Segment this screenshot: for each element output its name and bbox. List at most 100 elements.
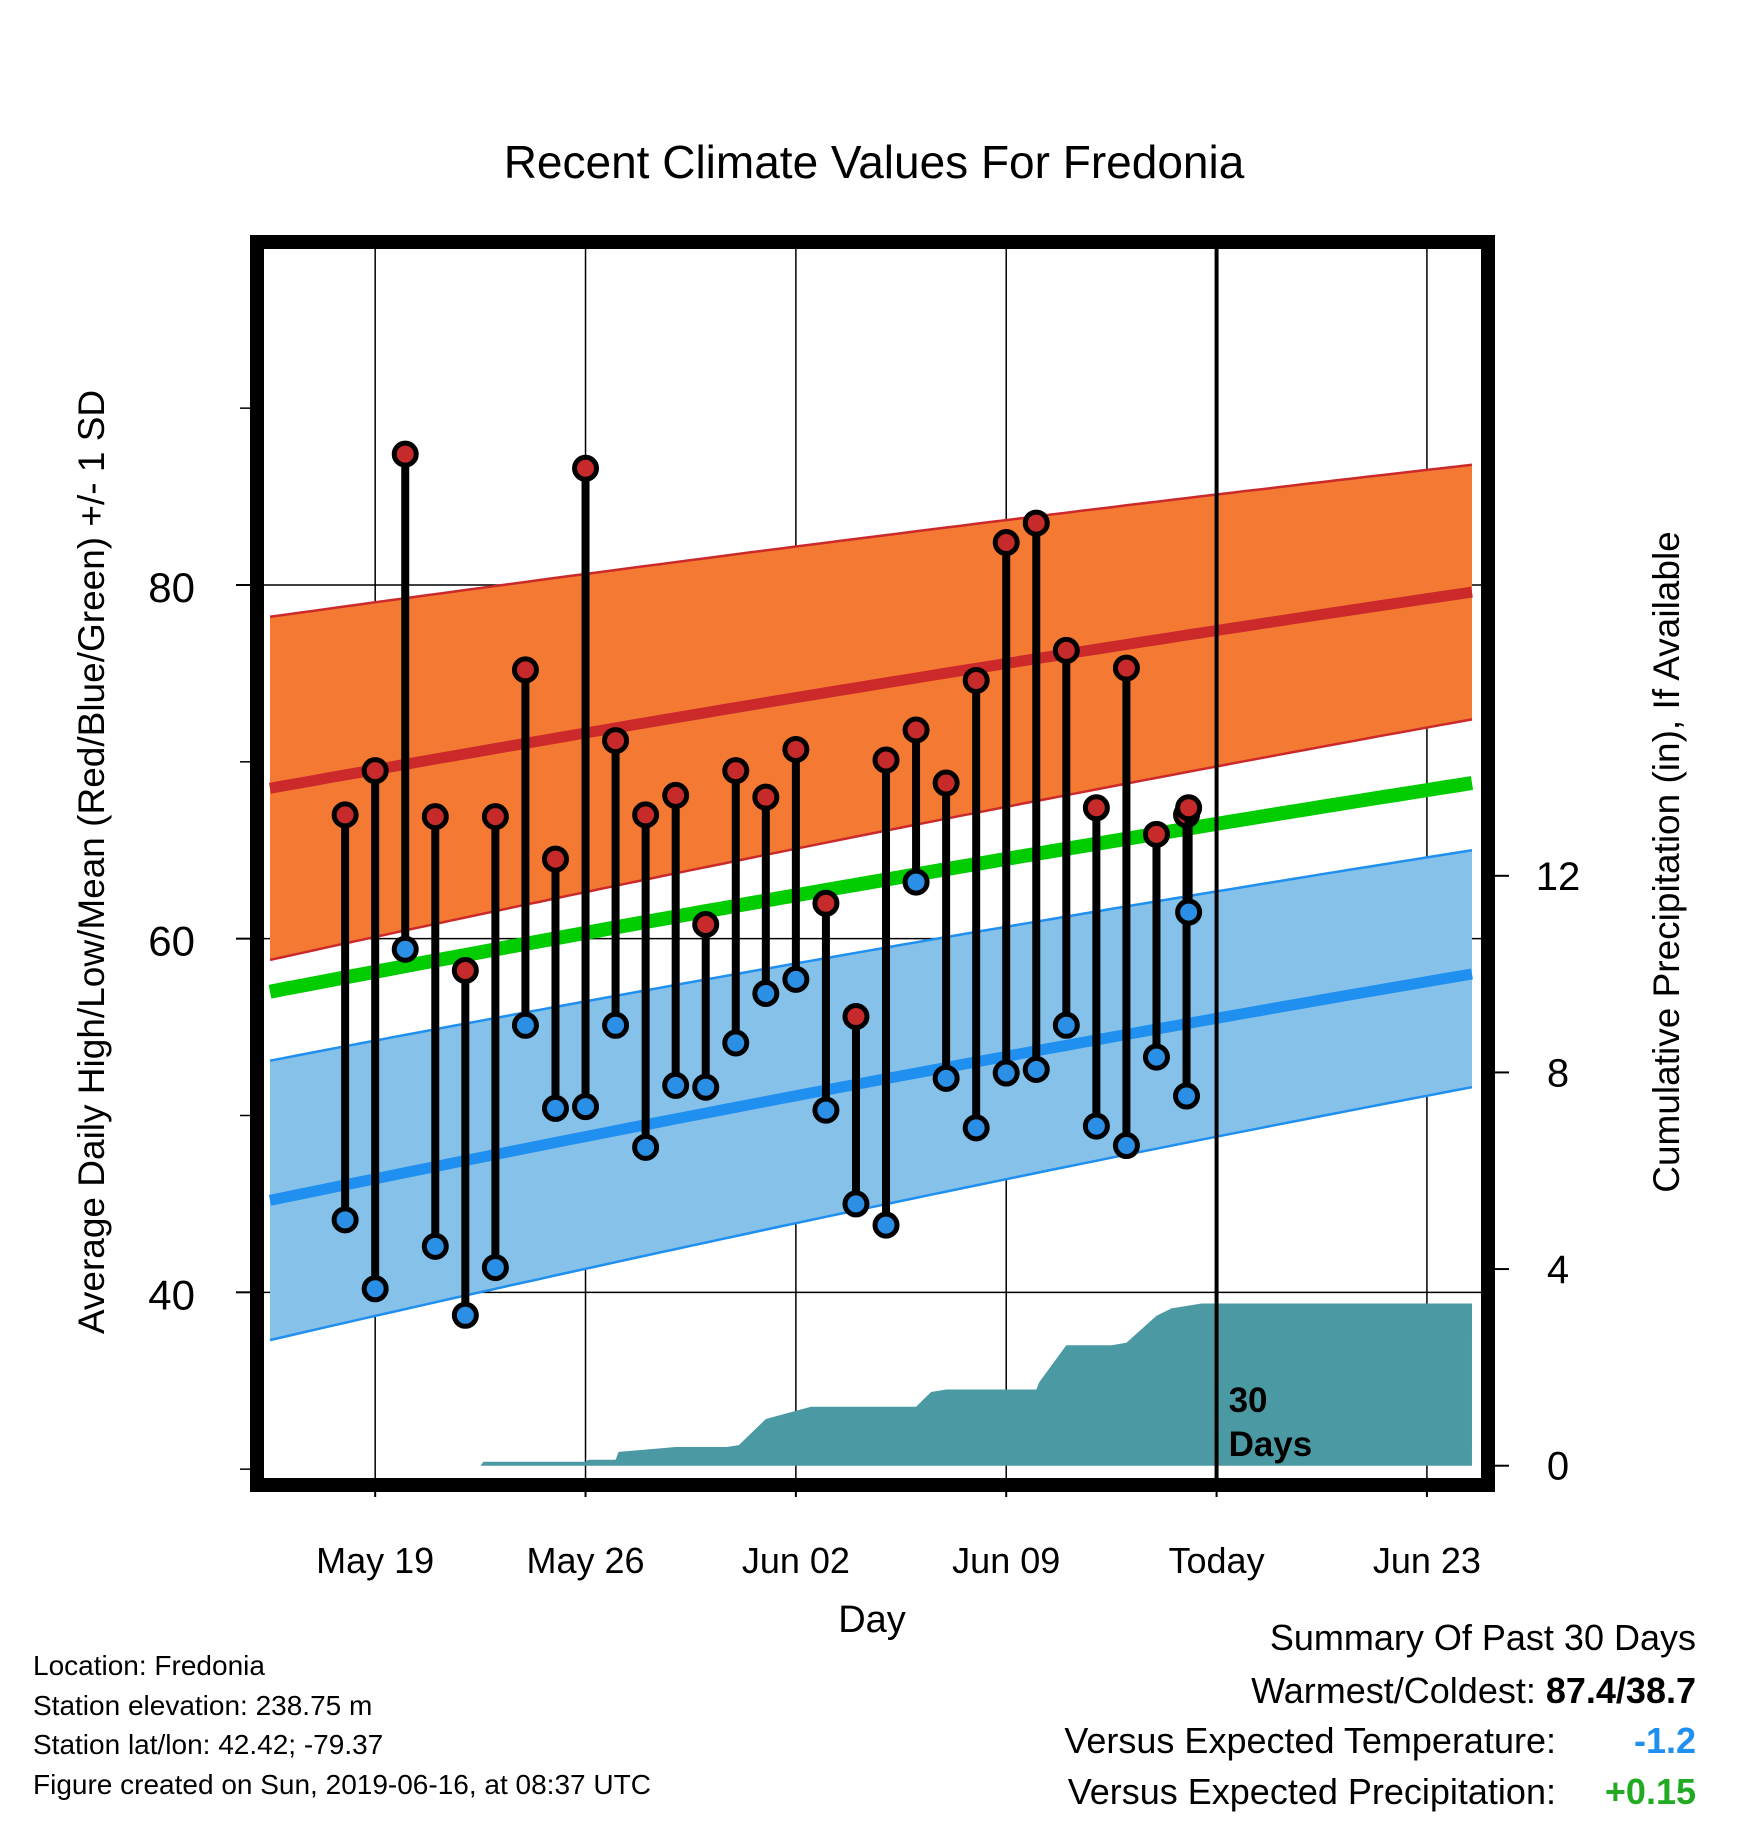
daily-low-point [331,1206,359,1234]
daily-high-point [782,735,810,763]
daily-high-point [331,801,359,829]
daily-low-point [782,965,810,993]
x-tick-label: Jun 02 [742,1540,850,1581]
daily-low-point [632,1133,660,1161]
normal-low-upper-line [269,848,1473,1062]
today-marker: 30 Days [1214,249,1313,1478]
warmest-label: Warmest/Coldest: [1251,1670,1536,1711]
summary-temp-row: Versus Expected Temperature: -1.2 [1064,1720,1696,1762]
info-latlon: Station lat/lon: 42.42; -79.37 [33,1729,384,1760]
daily-high-point [632,801,660,829]
daily-low-point [962,1114,990,1142]
daily-high-point [421,803,449,831]
daily-high-point [511,656,539,684]
today-days-label: Days [1229,1425,1313,1464]
y-right-tick-label: 0 [1547,1445,1569,1489]
daily-low-point [812,1096,840,1124]
daily-low-point [541,1094,569,1122]
y-right-tick-label: 8 [1547,1051,1569,1095]
chart-title: Recent Climate Values For Fredonia [504,136,1245,188]
normal-high-band [270,464,1472,960]
daily-low-point [511,1011,539,1039]
info-elevation: Station elevation: 238.75 m [33,1690,373,1721]
temp-vs-expected-value: -1.2 [1633,1720,1696,1761]
daily-low-point [992,1059,1020,1087]
daily-high-point [1175,794,1203,822]
daily-high-point [1052,636,1080,664]
daily-low-point [1142,1043,1170,1071]
daily-high-point [1112,654,1140,682]
normal-high-upper-line [269,463,1473,619]
summary-warmest-row: Warmest/Coldest: 87.4/38.7 [1251,1670,1696,1712]
daily-low-point [872,1211,900,1239]
normal-low-mean-line [268,968,1473,1206]
daily-low-point [662,1071,690,1099]
daily-high-point [391,440,419,468]
daily-high-point [932,769,960,797]
daily-high-point [602,727,630,755]
precipitation-area [270,1303,1472,1466]
y-left-tick-label: 60 [148,918,195,965]
daily-high-point [902,716,930,744]
daily-high-point [1142,820,1170,848]
daily-low-point [1082,1112,1110,1140]
info-created: Figure created on Sun, 2019-06-16, at 08… [33,1769,651,1800]
normal-high-lower-line [269,718,1473,962]
info-location: Location: Fredonia [33,1650,265,1681]
daily-low-point [602,1011,630,1039]
y-left-tick-label: 80 [148,564,195,611]
x-axis-label: Day [838,1599,906,1641]
temp-vs-expected-label: Versus Expected Temperature: [1064,1720,1556,1761]
daily-high-point [812,889,840,917]
x-tick-label: Today [1169,1540,1265,1581]
daily-high-point [722,757,750,785]
daily-low-point [932,1064,960,1092]
daily-low-point [1022,1056,1050,1084]
daily-low-point [902,868,930,896]
daily-range-bars [331,440,1203,1329]
daily-low-point [842,1190,870,1218]
y-axis-label-left: Average Daily High/Low/Mean (Red/Blue/Gr… [71,390,112,1334]
daily-high-point [572,454,600,482]
daily-low-point [391,935,419,963]
daily-low-point [1175,898,1203,926]
daily-low-point [421,1232,449,1260]
daily-low-point [481,1254,509,1282]
x-tick-label: Jun 09 [952,1540,1060,1581]
x-tick-label: May 19 [316,1540,434,1581]
y-right-tick-label: 4 [1547,1248,1569,1292]
normal-low-band [270,850,1472,1341]
y-axis-label-right: Cumulative Precipitation (in), If Availa… [1646,531,1687,1193]
summary-heading: Summary Of Past 30 Days [1269,1617,1696,1658]
normal-mean-line [268,776,1474,999]
daily-high-point [692,911,720,939]
daily-low-point [1173,1082,1201,1110]
daily-high-point [451,956,479,984]
daily-high-point [992,529,1020,557]
x-tick-label: May 26 [526,1540,644,1581]
y-left-tick-label: 40 [148,1271,195,1318]
daily-high-point [1082,794,1110,822]
daily-high-point [481,803,509,831]
daily-low-point [1052,1011,1080,1039]
daily-high-point [962,666,990,694]
normal-bands [268,463,1474,1342]
plot-frame [250,235,1495,1492]
daily-low-point [1112,1132,1140,1160]
warmest-value: 87.4/38.7 [1545,1670,1696,1711]
x-tick-label: Jun 23 [1373,1540,1481,1581]
daily-low-point [572,1093,600,1121]
daily-high-point [662,781,690,809]
daily-high-point [752,783,780,811]
normal-high-mean-line [269,586,1473,794]
daily-high-point [872,746,900,774]
normal-low-lower-line [269,1085,1473,1342]
daily-low-point [361,1275,389,1303]
daily-high-point [361,757,389,785]
precip-vs-expected-value: +0.15 [1604,1771,1696,1812]
daily-low-point [722,1029,750,1057]
daily-high-point [1022,509,1050,537]
cumulative-precip-area [270,1303,1472,1466]
y-right-tick-label: 12 [1536,855,1581,899]
